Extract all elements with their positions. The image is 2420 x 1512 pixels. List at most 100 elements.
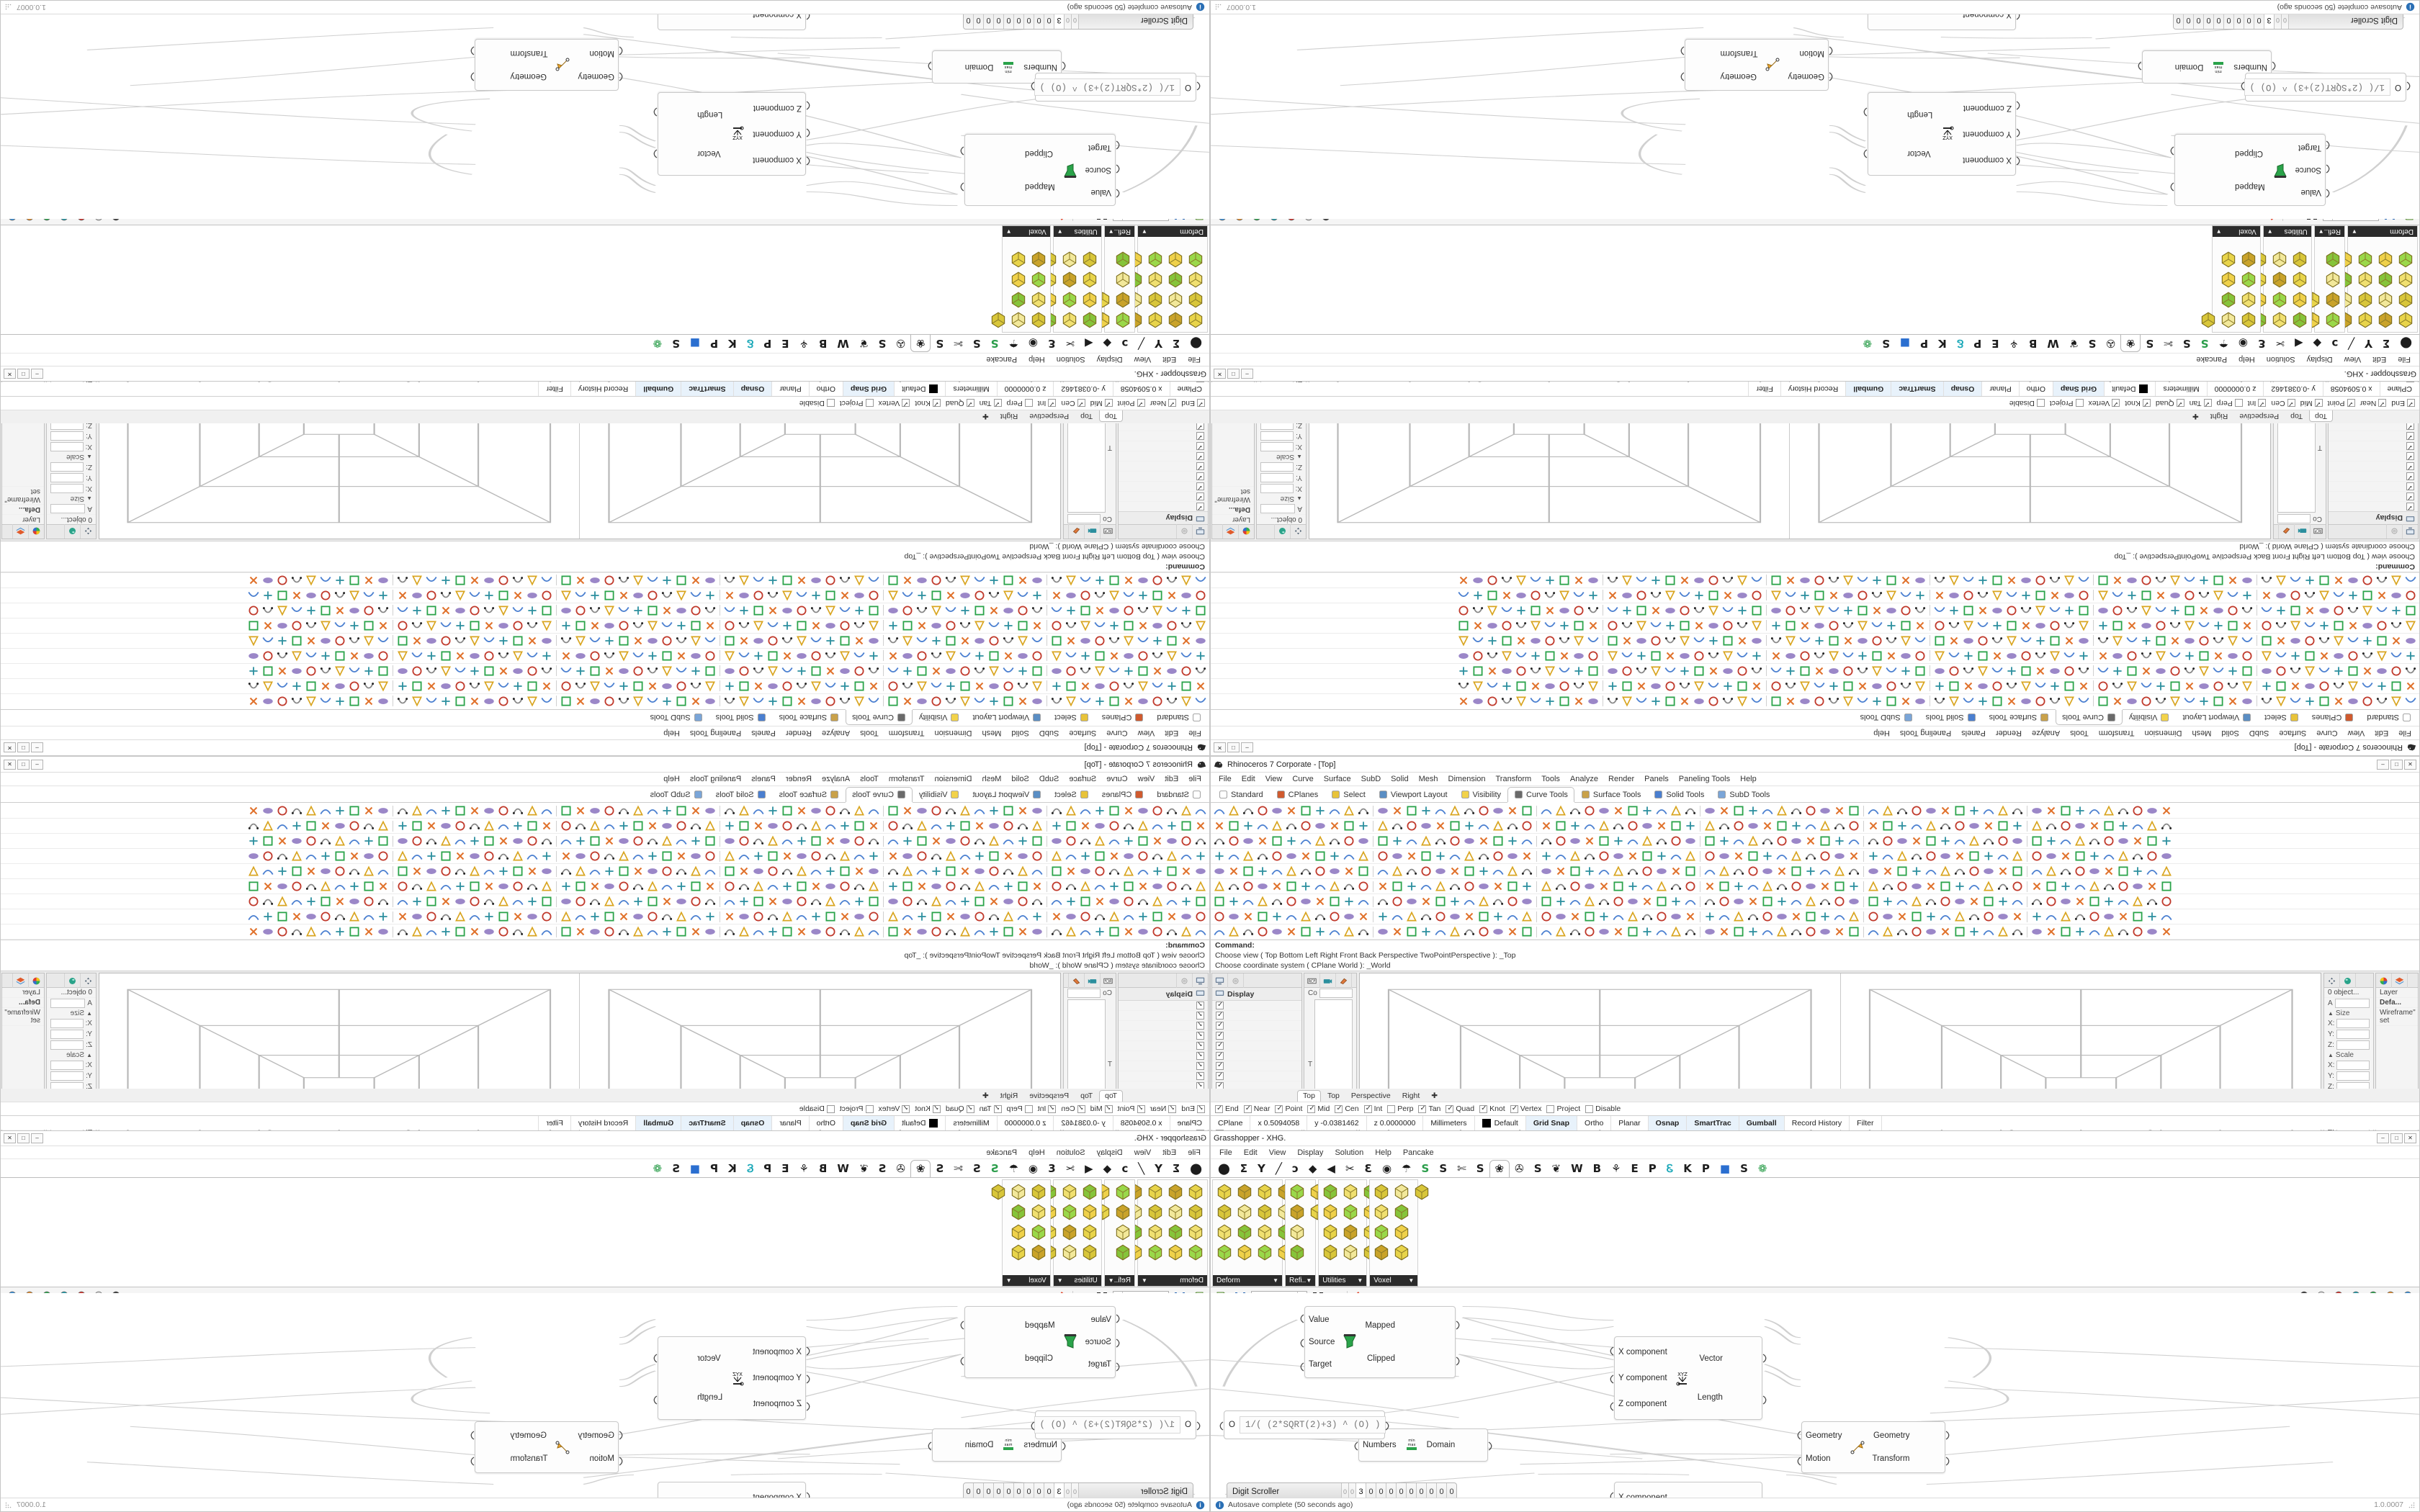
toolbar-button-icon[interactable] (2160, 910, 2173, 923)
rhino-tab-visibility[interactable]: Visibility (2123, 710, 2177, 725)
checkbox[interactable] (2406, 462, 2414, 470)
toolbar-button-icon[interactable] (2102, 925, 2115, 938)
toolbar-button-icon[interactable] (2404, 619, 2417, 632)
toolbar-button-icon[interactable] (1050, 925, 1063, 938)
toolbar-button-icon[interactable] (853, 634, 866, 647)
toolbar-button-icon[interactable] (1750, 589, 1763, 602)
toolbar-button-icon[interactable] (1962, 589, 1975, 602)
toolbar-button-icon[interactable] (2375, 665, 2388, 678)
toolbar-button-icon[interactable] (333, 665, 346, 678)
toolbar-button-icon[interactable] (1703, 910, 1716, 923)
toolbar-button-icon[interactable] (704, 895, 717, 908)
toolbar-button-icon[interactable] (2361, 680, 2374, 693)
toolbar-button-icon[interactable] (1357, 834, 1370, 847)
toolbar-button-icon[interactable] (425, 665, 438, 678)
toolbar-button-icon[interactable] (723, 589, 736, 602)
panel-row[interactable] (1119, 1071, 1208, 1081)
toolbar-button-icon[interactable] (915, 695, 928, 708)
toolbar-button-icon[interactable] (632, 574, 645, 587)
toolbar-button-icon[interactable] (646, 695, 659, 708)
toolbar-button-icon[interactable] (305, 589, 318, 602)
toolbar-button-icon[interactable] (362, 834, 375, 847)
gh-tab-7[interactable]: ✂ (1065, 1162, 1075, 1175)
toolbar-button-icon[interactable] (1641, 895, 1654, 908)
rhino-tab-subd-tools[interactable]: SubD Tools (1854, 710, 1919, 725)
toolbar-button-icon[interactable] (540, 834, 553, 847)
toolbar-button-icon[interactable] (1819, 865, 1832, 878)
toolbar-button-icon[interactable] (1050, 695, 1063, 708)
toolbar-button-icon[interactable] (362, 804, 375, 817)
toolbar-button-icon[interactable] (2226, 604, 2239, 617)
toolbar-button-icon[interactable] (2212, 695, 2225, 708)
toolbar-button-icon[interactable] (1492, 895, 1505, 908)
input-port[interactable] (1828, 72, 1834, 82)
toolbar-button-icon[interactable] (1870, 680, 1883, 693)
checkbox[interactable] (2406, 472, 2414, 480)
toolbar-button-icon[interactable] (290, 895, 303, 908)
toolbar-button-icon[interactable] (1405, 819, 1418, 832)
toolbar-button-icon[interactable] (1948, 634, 1960, 647)
toolbar-button-icon[interactable] (1357, 880, 1370, 893)
toolbar-button-icon[interactable] (425, 634, 438, 647)
gh-component-icon[interactable] (1321, 1243, 1340, 1261)
toolbar-button-icon[interactable] (838, 804, 851, 817)
toolbar-button-icon[interactable] (1079, 680, 1092, 693)
toolbar-button-icon[interactable] (1328, 834, 1341, 847)
gh-component-vector-xyz-1[interactable]: X component Y component Z component XYZ Vect… (653, 92, 810, 176)
toolbar-button-icon[interactable] (2146, 819, 2159, 832)
checkbox[interactable] (1168, 1104, 1177, 1113)
text-field[interactable] (1260, 504, 1296, 513)
toolbar-button-icon[interactable] (2048, 665, 2061, 678)
toolbar-button-icon[interactable] (1626, 834, 1639, 847)
toolbar-button-icon[interactable] (1678, 680, 1691, 693)
toolbar-button-icon[interactable] (915, 634, 928, 647)
toolbar-button-icon[interactable] (1194, 865, 1207, 878)
toolbar-button-icon[interactable] (247, 649, 260, 662)
toolbar-button-icon[interactable] (1718, 865, 1731, 878)
toolbar-button-icon[interactable] (1065, 589, 1077, 602)
toolbar-button-icon[interactable] (1016, 834, 1029, 847)
toolbar-button-icon[interactable] (2318, 574, 2331, 587)
toolbar-button-icon[interactable] (2146, 880, 2159, 893)
toolbar-button-icon[interactable] (1477, 804, 1490, 817)
toolbar-button-icon[interactable] (1933, 574, 1946, 587)
menu-item-render[interactable]: Render (1995, 729, 2022, 737)
toolbar-button-icon[interactable] (1002, 925, 1015, 938)
toolbar-button-icon[interactable] (588, 665, 601, 678)
toolbar-button-icon[interactable] (824, 895, 837, 908)
toolbar-button-icon[interactable] (247, 819, 260, 832)
toolbar-button-icon[interactable] (632, 819, 645, 832)
toolbar-button-icon[interactable] (1833, 819, 1846, 832)
gh-component-icon[interactable] (1215, 1243, 1234, 1261)
toolbar-button-icon[interactable] (574, 604, 587, 617)
toolbar-button-icon[interactable] (1721, 634, 1734, 647)
gh-tab-17[interactable]: S (878, 337, 887, 350)
grasshopper-canvas[interactable]: Value Source Target Mapped Clipped X componen… (1211, 1293, 2419, 1498)
toolbar-button-icon[interactable] (1899, 574, 1912, 587)
toolbar-button-icon[interactable] (2289, 604, 2302, 617)
toolbar-button-icon[interactable] (540, 574, 553, 587)
panel-tab-pan[interactable] (2324, 973, 2340, 988)
osnap-end[interactable]: End (1181, 399, 1205, 408)
input-port[interactable] (805, 1374, 812, 1384)
toolbar-button-icon[interactable] (781, 695, 794, 708)
gh-component-icon[interactable] (2219, 251, 2238, 269)
gh-component-icon[interactable] (1321, 1223, 1340, 1241)
toolbar-button-icon[interactable] (824, 925, 837, 938)
toolbar-button-icon[interactable] (723, 895, 736, 908)
toolbar-button-icon[interactable] (305, 680, 318, 693)
toolbar-button-icon[interactable] (468, 804, 481, 817)
checkbox[interactable] (1168, 399, 1177, 408)
toolbar-button-icon[interactable] (1477, 895, 1490, 908)
toolbar-button-icon[interactable] (2140, 665, 2153, 678)
toolbar-button-icon[interactable] (454, 865, 467, 878)
gh-component-icon[interactable] (1080, 1182, 1099, 1201)
toolbar-button-icon[interactable] (1405, 880, 1418, 893)
toolbar-button-icon[interactable] (1606, 619, 1619, 632)
toolbar-button-icon[interactable] (1641, 834, 1654, 847)
toolbar-button-icon[interactable] (290, 804, 303, 817)
expression-text[interactable]: 1/( (2*SQRT(2)+3) ^ (O) ) (1034, 1416, 1181, 1434)
toolbar-button-icon[interactable] (1357, 910, 1370, 923)
toolbar-button-icon[interactable] (319, 695, 332, 708)
toolbar-button-icon[interactable] (675, 574, 688, 587)
